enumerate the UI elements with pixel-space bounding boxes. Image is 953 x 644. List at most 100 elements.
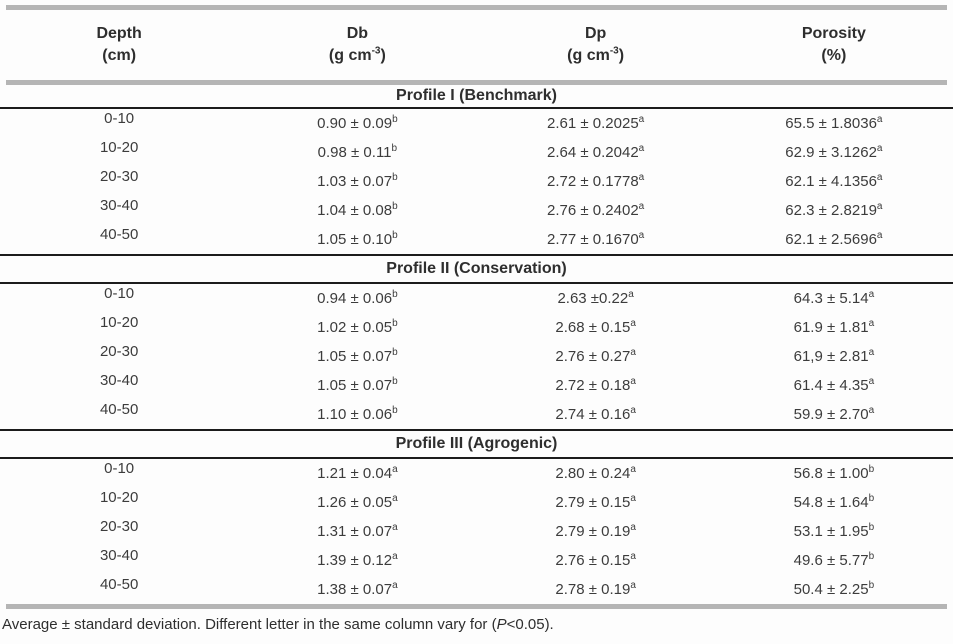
db-significance-letter: b [392, 114, 398, 125]
header-db: Db (g cm-3) [238, 23, 476, 67]
dp-value: 2.68 ± 0.15 [555, 319, 631, 336]
header-dp-label: Dp [584, 25, 607, 42]
unit-exponent: -3 [609, 45, 619, 57]
unit-close: ) [380, 47, 386, 64]
porosity-value: 64.3 ± 5.14 [793, 290, 869, 307]
header-rule [6, 80, 947, 85]
depth-cell: 30-40 [0, 372, 238, 394]
db-significance-letter: b [392, 172, 398, 183]
depth-value: 20-30 [99, 343, 139, 360]
dp-value: 2.64 ± 0.2042 [547, 144, 639, 161]
dp-cell: 2.80 ± 0.24a [477, 465, 715, 483]
section-title-profile-1: Profile I (Benchmark) [396, 87, 557, 104]
dp-value: 2.78 ± 0.19 [555, 581, 631, 598]
table-row: 30-40 1.05 ± 0.07b 2.72 ± 0.18a 61.4 ± 4… [0, 371, 953, 400]
porosity-significance-letter: b [868, 493, 875, 504]
header-db-unit: (g cm-3) [238, 45, 476, 67]
dp-cell: 2.72 ± 0.1778a [477, 173, 715, 191]
header-porosity-unit: (%) [715, 45, 953, 67]
porosity-cell: 61,9 ± 2.81a [715, 348, 953, 366]
header-dp-unit: (g cm-3) [477, 45, 715, 67]
dp-value: 2.72 ± 0.18 [555, 377, 631, 394]
dp-significance-letter: a [630, 405, 636, 416]
dp-value: 2.80 ± 0.24 [555, 465, 631, 482]
footnote-text: Average ± standard deviation. Different … [2, 616, 497, 633]
table-footnote: Average ± standard deviation. Different … [0, 609, 953, 633]
depth-cell: 40-50 [0, 226, 238, 248]
dp-cell: 2.79 ± 0.15a [477, 494, 715, 512]
db-cell: 1.04 ± 0.08b [238, 202, 476, 220]
dp-cell: 2.63 ±0.22a [477, 289, 715, 308]
dp-significance-letter: a [630, 347, 636, 358]
dp-value: 2.76 ± 0.15 [555, 552, 631, 569]
dp-value: 2.79 ± 0.15 [555, 494, 631, 511]
porosity-value: 62.1 ± 4.1356 [785, 173, 877, 190]
porosity-significance-letter: a [876, 172, 883, 183]
depth-cell: 40-50 [0, 576, 238, 598]
unit-text: (%) [821, 47, 847, 64]
table-row: 10-20 1.02 ± 0.05b 2.68 ± 0.15a 61.9 ± 1… [0, 313, 953, 342]
depth-value: 10-20 [99, 314, 139, 331]
db-cell: 1.21 ± 0.04a [238, 465, 476, 483]
db-value: 1.10 ± 0.06 [317, 406, 393, 423]
table-row: 40-50 1.05 ± 0.10b 2.77 ± 0.1670a 62.1 ±… [0, 225, 953, 254]
depth-value: 30-40 [99, 197, 139, 214]
header-depth-label: Depth [96, 25, 142, 42]
db-value: 1.02 ± 0.05 [317, 319, 393, 336]
dp-cell: 2.61 ± 0.2025a [477, 114, 715, 133]
db-significance-letter: a [392, 493, 398, 504]
porosity-value: 59.9 ± 2.70 [793, 406, 869, 423]
db-value: 1.05 ± 0.10 [317, 231, 393, 248]
depth-cell: 10-20 [0, 139, 238, 161]
depth-value: 40-50 [99, 401, 139, 418]
db-cell: 1.31 ± 0.07a [238, 523, 476, 541]
dp-significance-letter: a [630, 522, 636, 533]
db-significance-letter: b [391, 143, 398, 154]
header-db-label: Db [346, 25, 369, 42]
porosity-value: 54.8 ± 1.64 [793, 494, 869, 511]
porosity-significance-letter: a [868, 405, 875, 416]
depth-cell: 30-40 [0, 197, 238, 219]
dp-cell: 2.78 ± 0.19a [477, 580, 715, 599]
unit-text: (g cm [567, 47, 610, 64]
dp-significance-letter: a [630, 376, 636, 387]
porosity-cell: 61.4 ± 4.35a [715, 377, 953, 395]
dp-significance-letter: a [628, 289, 634, 300]
dp-cell: 2.77 ± 0.1670a [477, 231, 715, 249]
dp-value: 2.74 ± 0.16 [555, 406, 631, 423]
db-value: 0.90 ± 0.09 [317, 115, 393, 132]
porosity-cell: 50.4 ± 2.25b [715, 581, 953, 599]
dp-value: 2.63 ±0.22 [557, 290, 629, 307]
db-cell: 1.26 ± 0.05a [238, 493, 476, 512]
dp-value: 2.77 ± 0.1670 [547, 231, 639, 248]
section-rule [0, 254, 953, 256]
header-porosity-label: Porosity [801, 25, 866, 42]
table-row: 0-10 0.94 ± 0.06b 2.63 ±0.22a 64.3 ± 5.1… [0, 284, 953, 313]
table-row: 40-50 1.38 ± 0.07a 2.78 ± 0.19a 50.4 ± 2… [0, 575, 953, 604]
top-rule [6, 5, 947, 10]
footnote-text-end: <0.05). [506, 616, 554, 633]
db-cell: 1.05 ± 0.10b [238, 231, 476, 249]
unit-text: (cm) [102, 47, 137, 64]
dp-cell: 2.76 ± 0.2402a [477, 201, 715, 220]
depth-value: 40-50 [99, 226, 139, 243]
dp-significance-letter: a [630, 580, 636, 591]
header-porosity: Porosity (%) [715, 23, 953, 67]
porosity-value: 61.4 ± 4.35 [793, 377, 869, 394]
porosity-significance-letter: a [876, 201, 883, 212]
table-header: Depth (cm) Db (g cm-3) Dp (g cm-3) Poros… [0, 10, 953, 80]
porosity-cell: 62.1 ± 2.5696a [715, 231, 953, 249]
table-row: 0-10 0.90 ± 0.09b 2.61 ± 0.2025a 65.5 ± … [0, 109, 953, 138]
unit-close: ) [618, 47, 625, 64]
dp-significance-letter: a [638, 201, 645, 212]
depth-value: 20-30 [99, 518, 139, 535]
porosity-cell: 61.9 ± 1.81a [715, 319, 953, 337]
db-cell: 1.05 ± 0.07b [238, 377, 476, 395]
header-depth-unit: (cm) [0, 45, 238, 67]
porosity-significance-letter: a [868, 289, 875, 300]
dp-significance-letter: a [638, 114, 645, 125]
db-cell: 1.02 ± 0.05b [238, 319, 476, 337]
porosity-cell: 54.8 ± 1.64b [715, 493, 953, 512]
dp-cell: 2.76 ± 0.27a [477, 347, 715, 366]
